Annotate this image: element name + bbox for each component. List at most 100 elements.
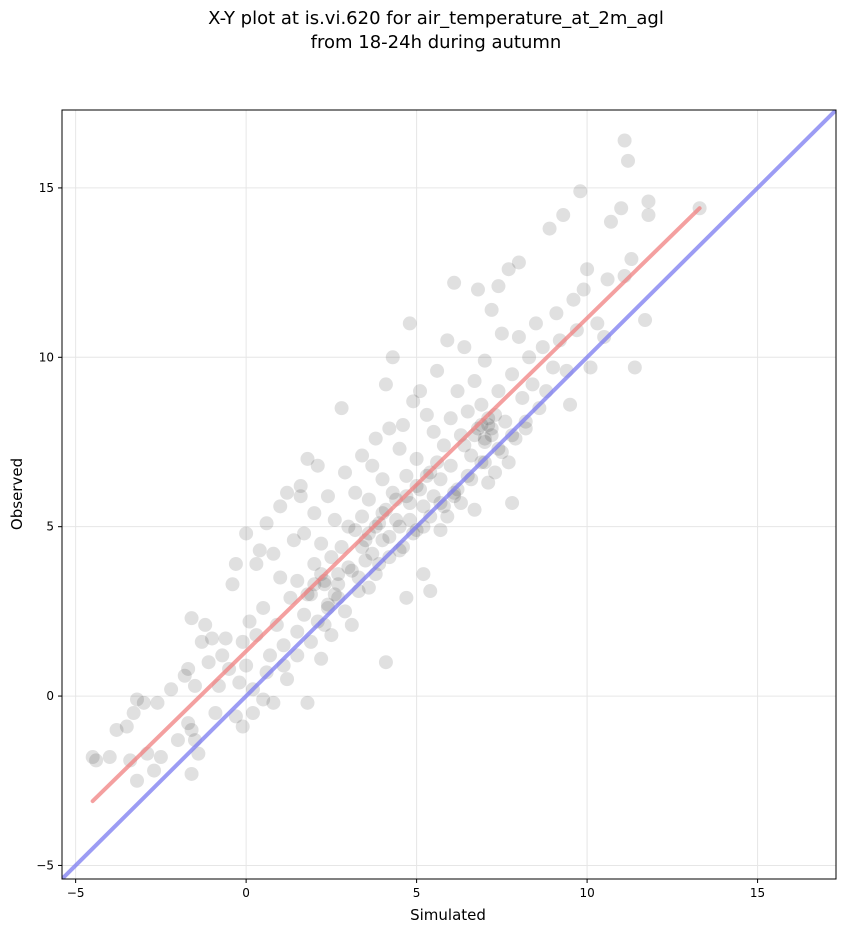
data-point: [406, 394, 421, 409]
data-point: [181, 661, 196, 676]
y-tick-label: 10: [39, 350, 54, 364]
data-point: [205, 631, 220, 646]
x-tick-label: 10: [579, 886, 594, 900]
data-point: [252, 543, 267, 558]
data-point: [498, 414, 513, 429]
data-point: [235, 634, 250, 649]
data-point: [433, 472, 448, 487]
data-point: [293, 489, 308, 504]
data-point: [638, 313, 653, 328]
data-point: [481, 418, 496, 433]
data-point: [297, 526, 312, 541]
data-point: [187, 678, 202, 693]
data-point: [378, 655, 393, 670]
data-point: [440, 509, 455, 524]
ticks: −5 0 5 10 15 −5 0 5 10 15: [36, 181, 765, 900]
data-point: [532, 401, 547, 416]
data-point: [290, 648, 305, 663]
data-point: [614, 201, 629, 216]
data-point: [542, 221, 557, 236]
data-point: [280, 485, 295, 500]
data-point: [392, 441, 407, 456]
data-point: [395, 418, 410, 433]
data-point: [232, 675, 247, 690]
data-point: [259, 665, 274, 680]
y-tick-label: 0: [46, 689, 54, 703]
data-point: [426, 489, 441, 504]
data-point: [280, 672, 295, 687]
grid: [62, 110, 836, 879]
data-point: [556, 208, 571, 223]
data-point: [177, 668, 192, 683]
data-point: [515, 390, 530, 405]
chart-title-line1: X-Y plot at is.vi.620 for air_temperatur…: [208, 8, 664, 29]
data-point: [433, 523, 448, 538]
data-point: [290, 573, 305, 588]
regression-line: [90, 206, 702, 804]
data-point: [382, 421, 397, 436]
data-point: [597, 329, 612, 344]
data-point: [119, 719, 134, 734]
data-point: [201, 655, 216, 670]
data-point: [484, 302, 499, 317]
data-point: [331, 577, 346, 592]
data-point: [256, 692, 271, 707]
data-point: [269, 617, 284, 632]
data-point: [327, 587, 342, 602]
data-point: [385, 350, 400, 365]
data-point: [181, 716, 196, 731]
data-point: [467, 502, 482, 517]
data-point: [453, 495, 468, 510]
data-point: [314, 567, 329, 582]
data-point: [481, 475, 496, 490]
data-point: [416, 567, 431, 582]
data-point: [307, 556, 322, 571]
data-point: [382, 529, 397, 544]
data-point: [382, 550, 397, 565]
data-point: [109, 722, 124, 737]
data-point: [170, 733, 185, 748]
data-point: [273, 570, 288, 585]
data-point: [348, 523, 363, 538]
data-point: [344, 617, 359, 632]
data-point: [286, 533, 301, 548]
data-point: [324, 628, 339, 643]
data-point: [416, 499, 431, 514]
data-point: [392, 519, 407, 534]
data-point: [419, 407, 434, 422]
data-point: [259, 516, 274, 531]
data-point: [310, 458, 325, 473]
data-point: [256, 600, 271, 615]
data-point: [293, 479, 308, 494]
data-point: [624, 252, 639, 267]
data-point: [365, 458, 380, 473]
data-point: [276, 638, 291, 653]
data-point: [580, 262, 595, 277]
data-point: [324, 550, 339, 565]
data-point: [641, 208, 656, 223]
data-point: [505, 428, 520, 443]
data-point: [262, 648, 277, 663]
data-point: [450, 482, 465, 497]
data-point: [518, 414, 533, 429]
points-layer: [85, 133, 707, 788]
data-point: [266, 546, 281, 561]
data-point: [249, 556, 264, 571]
data-point: [368, 431, 383, 446]
data-point: [361, 492, 376, 507]
data-point: [477, 431, 492, 446]
data-point: [314, 651, 329, 666]
data-point: [194, 634, 209, 649]
data-point: [477, 455, 492, 470]
data-point: [576, 282, 591, 297]
data-point: [358, 553, 373, 568]
data-point: [297, 607, 312, 622]
data-point: [617, 133, 632, 148]
data-point: [355, 509, 370, 524]
data-point: [290, 624, 305, 639]
data-point: [457, 340, 472, 355]
data-point: [320, 597, 335, 612]
data-point: [123, 753, 138, 768]
data-point: [126, 706, 141, 721]
data-point: [573, 184, 588, 199]
